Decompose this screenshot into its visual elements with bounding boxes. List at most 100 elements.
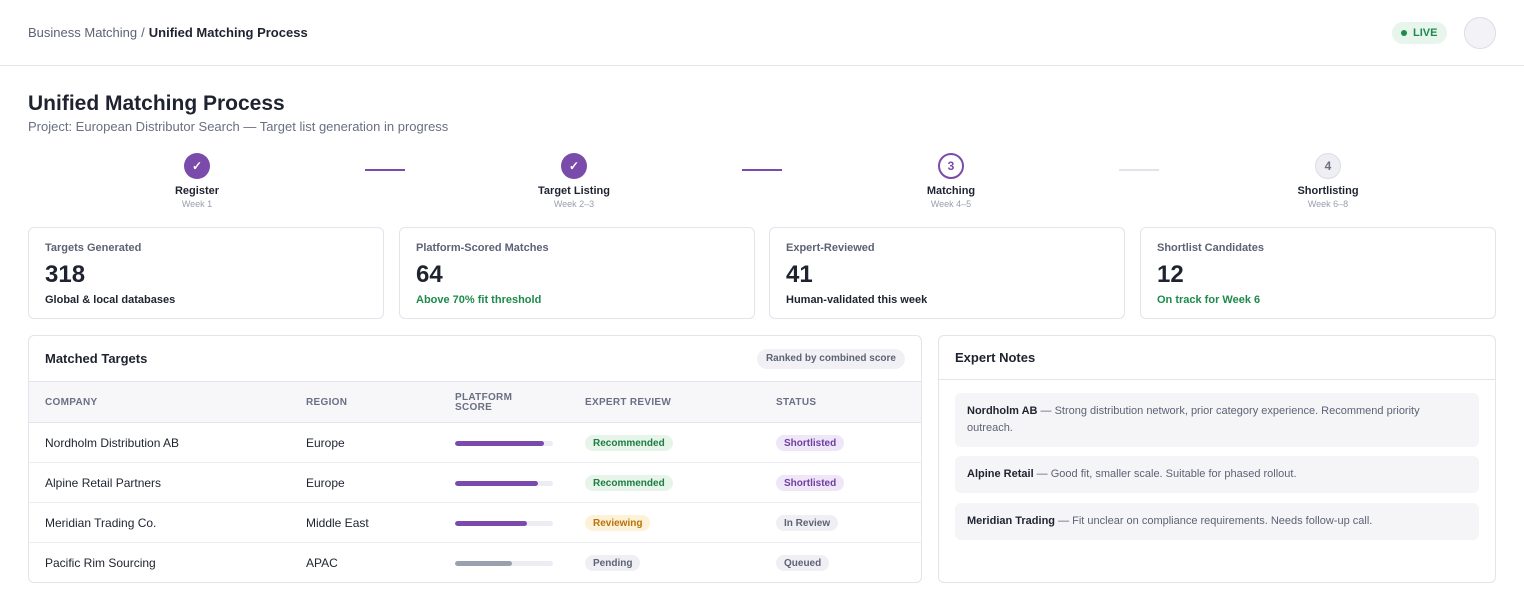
live-dot-icon — [1401, 30, 1407, 36]
score-bar — [455, 480, 553, 486]
table-row[interactable]: Nordholm Distribution AB Europe Recommen… — [29, 423, 921, 463]
expert-note: Meridian Trading — Fit unclear on compli… — [955, 503, 1479, 540]
status-badge: Queued — [776, 555, 830, 571]
status-cell: Shortlisted — [776, 423, 845, 463]
step-week: Week 1 — [181, 199, 213, 209]
matched-targets-panel: Matched Targets Ranked by combined score… — [28, 335, 922, 583]
stat-value: 64 — [416, 261, 443, 288]
step-label: Matching — [926, 185, 976, 197]
stat-label: Targets Generated — [45, 242, 142, 254]
user-avatar[interactable] — [1464, 17, 1496, 49]
expert-review-cell: Reviewing — [585, 503, 651, 543]
column-header-expert-review[interactable]: EXPERT REVIEW — [585, 396, 672, 408]
expert-review-cell: Recommended — [585, 463, 673, 503]
expert-notes-header: Expert Notes — [939, 336, 1495, 380]
step-label: Register — [174, 185, 220, 197]
status-cell: Queued — [776, 543, 830, 582]
stat-card-expert-reviewed: Expert-Reviewed 41 Human-validated this … — [769, 227, 1125, 319]
note-text: — Good fit, smaller scale. Suitable for … — [1033, 468, 1297, 480]
ranked-by-badge: Ranked by combined score — [756, 348, 905, 369]
table-row[interactable]: Pacific Rim Sourcing APAC Pending Queued — [29, 543, 921, 582]
breadcrumb-parent-link[interactable]: Business Matching — [28, 25, 138, 40]
stat-note: Human-validated this week — [786, 294, 928, 306]
region-cell: APAC — [306, 556, 338, 570]
score-bar-fill — [455, 440, 545, 446]
step-week: Week 2–3 — [553, 199, 595, 209]
expert-note: Nordholm AB — Strong distribution networ… — [955, 393, 1479, 447]
stat-value: 318 — [45, 261, 86, 288]
score-bar-fill — [455, 560, 512, 566]
expert-notes-panel: Expert Notes Nordholm AB — Strong distri… — [938, 335, 1496, 583]
score-bar — [455, 560, 553, 566]
score-bar — [455, 440, 553, 446]
platform-score-cell — [455, 503, 553, 543]
matched-targets-title: Matched Targets — [45, 351, 148, 366]
step-check-icon: ✓ — [184, 153, 210, 179]
score-bar-fill — [455, 480, 539, 486]
review-badge: Pending — [585, 555, 641, 571]
stat-label: Expert-Reviewed — [786, 242, 875, 254]
expert-note: Alpine Retail — Good fit, smaller scale.… — [955, 456, 1479, 493]
company-cell: Meridian Trading Co. — [45, 516, 157, 530]
step-shortlisting[interactable]: 4 Shortlisting Week 6–8 — [1248, 153, 1408, 209]
live-badge-label: LIVE — [1413, 27, 1438, 39]
stat-value: 12 — [1157, 261, 1184, 288]
step-matching[interactable]: 3 Matching Week 4–5 — [871, 153, 1031, 209]
expert-notes-title: Expert Notes — [955, 350, 1036, 365]
page-subtitle: Project: European Distributor Search — T… — [28, 119, 449, 134]
status-cell: In Review — [776, 503, 839, 543]
company-cell: Nordholm Distribution AB — [45, 436, 180, 450]
step-week: Week 4–5 — [930, 199, 972, 209]
column-header-platform-score[interactable]: PLATFORM SCORE — [455, 382, 512, 423]
review-badge: Recommended — [585, 475, 673, 491]
step-number: 3 — [938, 153, 964, 179]
stat-card-shortlist-candidates: Shortlist Candidates 12 On track for Wee… — [1140, 227, 1496, 319]
table-row[interactable]: Meridian Trading Co. Middle East Reviewi… — [29, 503, 921, 543]
column-header-label: PLATFORM — [455, 391, 513, 403]
review-badge: Reviewing — [585, 515, 651, 531]
step-connector — [1119, 169, 1159, 171]
region-cell: Europe — [306, 436, 345, 450]
stat-card-targets-generated: Targets Generated 318 Global & local dat… — [28, 227, 384, 319]
live-status-badge: LIVE — [1392, 22, 1448, 44]
status-badge: Shortlisted — [776, 475, 845, 491]
step-week: Week 6–8 — [1307, 199, 1349, 209]
stat-label: Platform-Scored Matches — [416, 242, 549, 254]
platform-score-cell — [455, 463, 553, 503]
expert-review-cell: Recommended — [585, 423, 673, 463]
breadcrumb-separator: / — [141, 25, 145, 40]
breadcrumb: Business Matching / Unified Matching Proce… — [28, 25, 308, 40]
matched-targets-header: Matched Targets Ranked by combined score — [29, 336, 921, 382]
platform-score-cell — [455, 543, 553, 582]
table-row[interactable]: Alpine Retail Partners Europe Recommende… — [29, 463, 921, 503]
stat-note: Above 70% fit threshold — [416, 294, 542, 306]
page-title: Unified Matching Process — [28, 92, 285, 115]
region-cell: Middle East — [306, 516, 369, 530]
stat-note: Global & local databases — [45, 294, 176, 306]
column-header-company[interactable]: COMPANY — [45, 396, 98, 408]
status-cell: Shortlisted — [776, 463, 845, 503]
step-register[interactable]: ✓ Register Week 1 — [117, 153, 277, 209]
score-bar-fill — [455, 520, 527, 526]
company-cell: Alpine Retail Partners — [45, 476, 162, 490]
column-header-label: SCORE — [455, 401, 493, 413]
stat-label: Shortlist Candidates — [1157, 242, 1264, 254]
step-check-icon: ✓ — [561, 153, 587, 179]
breadcrumb-current: Unified Matching Process — [148, 25, 308, 40]
note-text: — Fit unclear on compliance requirements… — [1055, 515, 1373, 527]
step-target-listing[interactable]: ✓ Target Listing Week 2–3 — [494, 153, 654, 209]
top-bar: Business Matching / Unified Matching Proce… — [0, 0, 1524, 66]
step-number: 4 — [1315, 153, 1341, 179]
step-connector — [742, 169, 782, 171]
score-bar — [455, 520, 553, 526]
column-header-region[interactable]: REGION — [306, 396, 348, 408]
stat-note: On track for Week 6 — [1157, 294, 1261, 306]
step-connector — [365, 169, 405, 171]
company-cell: Pacific Rim Sourcing — [45, 556, 156, 570]
region-cell: Europe — [306, 476, 345, 490]
column-header-status[interactable]: STATUS — [776, 396, 817, 408]
stat-card-platform-scored: Platform-Scored Matches 64 Above 70% fit… — [399, 227, 755, 319]
note-author: Alpine Retail — [967, 468, 1034, 480]
table-body: Nordholm Distribution AB Europe Recommen… — [29, 423, 921, 582]
step-label: Target Listing — [538, 185, 610, 197]
